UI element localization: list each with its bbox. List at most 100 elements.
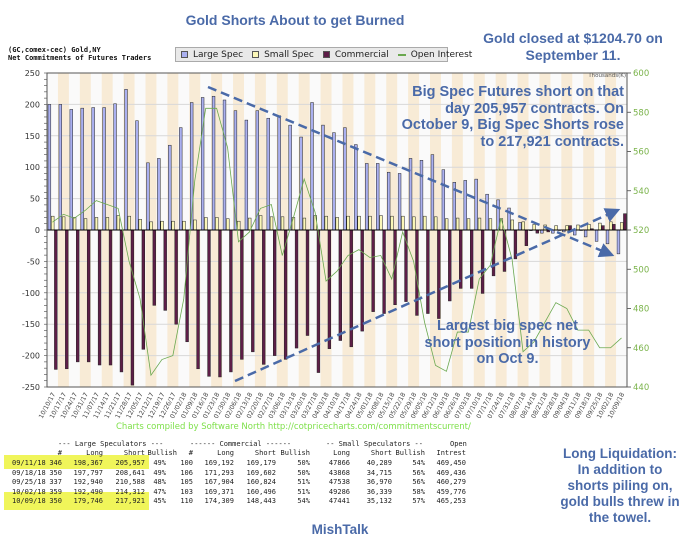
small-spec-bar [280,216,285,231]
small-spec-bar [149,221,153,231]
table-cell: 205,957 [115,459,145,467]
table-cell: 192,940 [73,478,103,486]
small-spec-bar [302,217,307,231]
commercial-bar [273,229,277,356]
y2-tick-label: 560 [633,148,649,158]
small-spec-bar [171,220,175,231]
row-highlight [4,455,149,469]
table-cell: 35,132 [366,497,392,505]
largest-short-note: Largest big spec net short position in h… [424,318,591,367]
small-spec-bar [357,215,361,231]
commercial-bar [382,229,386,314]
table-cell: 169,192 [204,459,234,467]
table-cell: 100 [180,459,193,467]
small-spec-bar [346,215,350,231]
small-spec-bar [434,216,438,231]
commercial-bar [502,229,507,272]
table-cell: 34,715 [366,468,392,477]
large-spec-bar [365,163,369,231]
small-spec-bar [587,224,591,231]
table-cell: 359 [49,487,62,496]
table-cell: 169,179 [246,459,276,467]
table-cell: 217,921 [115,497,145,505]
small-spec-bar [72,217,77,231]
commercial-bar [152,229,156,306]
commercial-bar [316,229,321,373]
table-cell: 47866 [328,459,350,467]
large-spec-bar [58,104,62,231]
cot-chart: 250200150100500-50-100-150-200-250600580… [22,69,649,420]
large-spec-bar [91,107,95,231]
table-cell: 51% [297,487,310,496]
y2-tick-label: 500 [633,265,649,275]
small-spec-bar [565,225,569,231]
y2-tick-label: 460 [633,344,649,354]
y-tick-label: 200 [25,100,40,109]
table-cell: 48% [153,478,166,486]
small-spec-bar [269,216,274,231]
commercial-bar [360,229,364,332]
table-cell: 459,776 [436,487,466,496]
large-spec-bar [277,115,281,231]
small-spec-bar [105,217,110,231]
large-spec-bar [222,99,227,231]
table-cell: 57% [412,497,425,505]
commercial-bar [623,213,627,231]
large-spec-bar [321,124,325,231]
y-tick-label: -250 [22,383,40,392]
group-header: -- Small Speculators -- [326,440,423,448]
cot-table: --- Large Speculators --- ------ Commerci… [0,438,560,518]
large-spec-bar [616,229,621,255]
column-header: # [57,449,62,457]
large-spec-bar [124,89,128,231]
table-cell: 469,450 [436,459,466,467]
downtrend-arrow [207,85,615,258]
legend-large-spec: Large Spec [181,50,243,60]
legend: Large Spec Small Spec Commercial Open In… [175,47,472,62]
group-header: Open [450,440,467,448]
row-date: 09/18/18 [12,468,46,477]
column-header: Bullish [395,449,425,457]
small-spec-bar [248,217,252,231]
small-spec-bar [576,224,580,231]
large-spec-bar [157,158,161,231]
long-liquidation-note: Long Liquidation: In addition to shorts … [560,446,680,525]
small-spec-bar [401,215,405,231]
small-spec-bar [204,217,208,231]
page-title: Gold Shorts About to get Burned [185,12,405,28]
small-spec-bar [94,217,99,231]
table-cell: 460,279 [436,478,466,486]
small-spec-swatch [252,51,260,58]
small-spec-bar [412,216,416,231]
small-spec-bar [488,218,493,231]
commercial-bar [469,229,474,289]
footer-brand: MishTalk [311,522,369,537]
large-spec-bar [332,132,336,231]
gold-closed-note: Gold closed at $1204.70 on September 11. [483,30,663,63]
row-date: 10/09/18 [12,497,46,505]
commercial-bar [196,229,200,370]
table-cell: 49% [153,459,166,467]
table-cell: 171,293 [204,468,234,477]
commercial-bar [612,224,616,231]
table-cell: 465,253 [436,497,466,505]
right-axis-label: Thousands(K) [587,73,626,79]
commercial-bar [54,229,58,370]
y2-tick-label: 520 [633,226,649,236]
commercial-bar [229,229,233,373]
commercial-bar [130,229,135,386]
commercial-bar [207,229,211,377]
commercial-bar [218,229,222,378]
table-cell: 54% [412,459,425,467]
commercial-bar [119,229,124,373]
large-spec-bar [430,154,435,231]
big-spec-note: Big Spec Futures short on that day 205,9… [401,84,624,150]
legend-label: Open Interest [410,49,473,60]
large-spec-bar [397,173,402,231]
commercial-bar [480,229,485,294]
chart-subtitle: Net Commitments of Futures Traders [8,54,152,62]
y-tick-label: -200 [22,352,40,361]
commercial-bar [240,229,244,360]
small-spec-bar [291,217,296,231]
